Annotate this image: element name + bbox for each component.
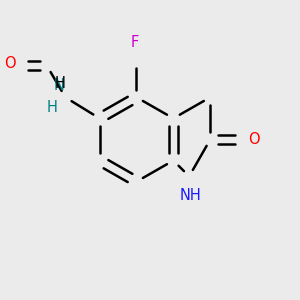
Text: N: N [53, 78, 64, 93]
Text: NH: NH [180, 188, 201, 203]
Text: H: H [46, 100, 57, 115]
Text: F: F [131, 35, 139, 50]
Text: O: O [248, 132, 260, 147]
Text: H: H [55, 76, 66, 91]
Text: O: O [4, 56, 15, 70]
